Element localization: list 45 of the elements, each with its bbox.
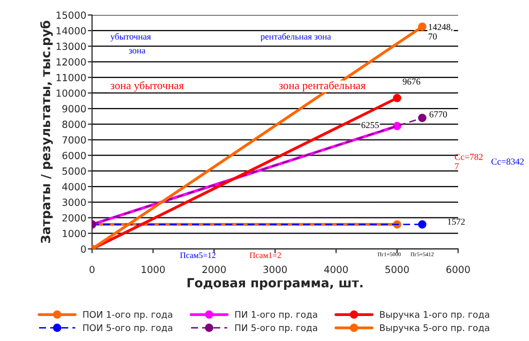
y-tick-label: 7000 xyxy=(62,136,86,144)
annotation: зона xyxy=(128,49,146,54)
annotation: Cc=782 7 xyxy=(454,154,483,170)
annotation: 6255 xyxy=(361,122,379,128)
x-tick-label: 0 xyxy=(90,266,94,274)
x-tick-label: 4000 xyxy=(324,266,348,274)
text: Псам5=12 xyxy=(180,252,216,258)
y-tick-label: 15000 xyxy=(56,11,86,19)
y-tick-label: 12000 xyxy=(56,58,86,66)
text: Cc=8342 xyxy=(491,158,524,165)
annotation: 9676 xyxy=(402,78,420,85)
y-tick-label: 13000 xyxy=(56,42,86,50)
y-tick-label: 5000 xyxy=(62,167,86,175)
y-tick-label: 9000 xyxy=(62,105,86,112)
annotation: рентабельная зона xyxy=(260,33,331,42)
y-tick-label: 0 xyxy=(80,245,86,253)
y-tick-label: 8000 xyxy=(62,120,86,128)
annotation: 14248, 70 xyxy=(428,24,452,40)
y-axis-title: Затраты / результаты, тыс.руб xyxy=(40,20,53,243)
annotation: 6770 xyxy=(430,111,447,118)
annotation: зона рентабельная xyxy=(279,81,366,92)
y-tick-label: 6000 xyxy=(62,152,86,160)
y-tick-label: 1000 xyxy=(62,230,86,238)
y-tick-label: 14000 xyxy=(56,27,86,34)
legend-label: ПИ 1-ого пр. года xyxy=(235,311,318,320)
x-axis-title: Годовая программа, шт. xyxy=(188,278,362,290)
annotation: зона убыточная xyxy=(110,81,184,92)
text: Псам1=2 xyxy=(250,252,281,258)
annotation: 1572 xyxy=(448,218,465,225)
y-tick-label: 3000 xyxy=(62,198,86,206)
legend-label: Выручка 5-ого пр. года xyxy=(380,324,490,333)
legend-label: ПИ 5-ого пр. года xyxy=(235,324,318,333)
x-tick-label: 5000 xyxy=(385,266,409,274)
legend-label: ПОИ 5-ого пр. года xyxy=(83,324,172,333)
x-tick-label: 2000 xyxy=(202,266,226,274)
y-tick-label: 4000 xyxy=(62,183,86,190)
legend-label: ПОИ 1-ого пр. года xyxy=(83,311,172,320)
y-tick-label: 11000 xyxy=(56,74,86,82)
x-tick-label: 6000 xyxy=(446,266,470,274)
y-tick-label: 2000 xyxy=(62,214,86,222)
x-tick-label: 3000 xyxy=(263,266,287,274)
legend-label: Выручка 1-ого пр. года xyxy=(380,311,490,320)
x-tick-label: 1000 xyxy=(142,266,165,274)
annotation: убыточная xyxy=(110,33,151,42)
y-tick-label: 10000 xyxy=(56,89,86,97)
